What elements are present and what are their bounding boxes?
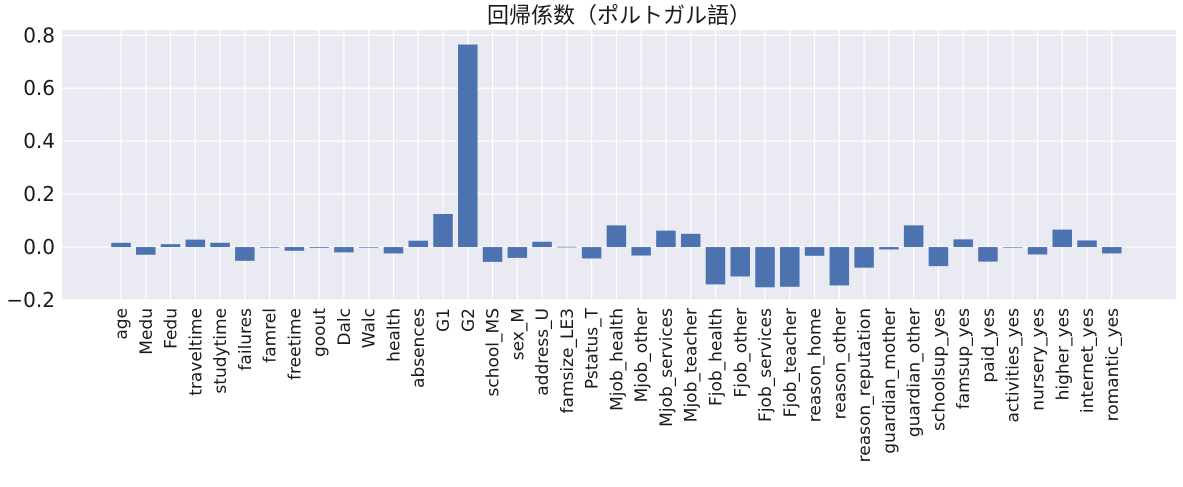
bar-Pstatus_T (581, 247, 602, 259)
bar-famsize_LE3 (557, 246, 577, 248)
bar-Fjob_health (705, 247, 726, 285)
x-tick-label-Mjob_services: Mjob_services (657, 308, 677, 427)
bar-activities_yes (1002, 247, 1023, 248)
bar-sex_M (507, 247, 528, 258)
bar-romantic_yes (1102, 247, 1122, 254)
x-tick-label-internet_yes: internet_yes (1078, 308, 1098, 413)
bar-famrel (259, 247, 280, 248)
bar-goout (309, 247, 329, 248)
x-tick-label-famsup_yes: famsup_yes (954, 308, 974, 409)
bar-nursery_yes (1027, 247, 1048, 255)
x-tick-label-Fjob_health: Fjob_health (706, 308, 726, 406)
bar-Mjob_other (631, 247, 651, 256)
bar-age (111, 242, 131, 248)
bar-reason_home (804, 247, 825, 256)
x-tick-label-Fjob_other: Fjob_other (731, 308, 751, 397)
x-tick-label-Fjob_teacher: Fjob_teacher (781, 308, 801, 417)
x-tick-label-Mjob_health: Mjob_health (607, 308, 627, 411)
bars (111, 44, 1122, 288)
x-tick-label-age: age (112, 308, 132, 340)
x-tick-label-reason_home: reason_home (806, 308, 826, 422)
bar-guardian_other (903, 225, 924, 248)
x-tick-label-address_U: address_U (533, 308, 553, 396)
x-tick-label-absences: absences (409, 308, 429, 388)
y-tick-label: 0.4 (23, 129, 55, 153)
bar-G1 (433, 213, 453, 248)
x-tick-label-Walc: Walc (360, 308, 380, 348)
y-tick-label: −0.2 (6, 288, 55, 312)
bar-studytime (210, 242, 230, 248)
bar-Walc (358, 247, 379, 248)
x-tick-label-guardian_other: guardian_other (905, 308, 925, 437)
bar-health (383, 247, 404, 254)
x-tick-label-studytime: studytime (211, 308, 231, 394)
bar-Mjob_teacher (680, 233, 701, 248)
bar-guardian_mother (879, 247, 899, 250)
bar-paid_yes (978, 247, 998, 262)
x-tick-label-G2: G2 (459, 308, 479, 332)
bar-Mjob_services (656, 230, 676, 248)
x-tick-label-famsize_LE3: famsize_LE3 (558, 308, 578, 413)
bar-freetime (284, 247, 305, 251)
bar-failures (235, 247, 255, 261)
x-tick-label-G1: G1 (434, 308, 454, 332)
x-tick-label-Dalc: Dalc (335, 308, 355, 346)
x-tick-label-freetime: freetime (285, 308, 305, 380)
x-tick-label-failures: failures (236, 308, 256, 371)
x-tick-label-romantic_yes: romantic_yes (1103, 308, 1123, 422)
bar-traveltime (185, 239, 206, 248)
chart-title: 回帰係数（ポルトガル語） (487, 4, 751, 29)
bar-Fedu (160, 244, 181, 248)
bar-higher_yes (1052, 229, 1073, 248)
bar-school_MS (482, 247, 503, 262)
x-tick-label-Mjob_other: Mjob_other (632, 308, 652, 402)
bar-famsup_yes (953, 239, 973, 248)
bar-Dalc (334, 247, 354, 253)
bar-Fjob_other (730, 247, 750, 277)
bar-address_U (532, 241, 552, 248)
x-tick-label-Medu: Medu (137, 308, 157, 355)
x-tick-label-traveltime: traveltime (186, 308, 206, 396)
y-tick-label: 0.2 (23, 182, 55, 206)
x-tick-label-higher_yes: higher_yes (1053, 308, 1073, 401)
bar-Fjob_services (755, 247, 775, 288)
x-tick-label-nursery_yes: nursery_yes (1028, 308, 1048, 411)
x-tick-label-Fjob_services: Fjob_services (756, 308, 776, 422)
bar-schoolsup_yes (928, 247, 949, 267)
bar-Fjob_teacher (780, 247, 800, 287)
x-gridlines (120, 30, 1113, 300)
x-tick-label-activities_yes: activities_yes (1004, 308, 1024, 423)
bar-G2 (458, 44, 478, 248)
bar-absences (408, 240, 428, 248)
bar-reason_other (829, 247, 850, 286)
bar-internet_yes (1077, 240, 1097, 248)
y-tick-labels: −0.2 0.0 0.2 0.4 0.6 0.8 (6, 23, 55, 312)
x-tick-label-reason_other: reason_other (830, 308, 850, 419)
x-tick-label-reason_reputation: reason_reputation (855, 308, 875, 462)
x-tick-labels: age Medu Fedu traveltime studytime failures fa… (112, 307, 1123, 462)
x-tick-label-sex_M: sex_M (508, 308, 528, 360)
plot-area (62, 30, 1176, 300)
y-tick-label: 0.0 (23, 235, 55, 259)
bar-reason_reputation (854, 247, 874, 268)
y-tick-label: 0.6 (23, 76, 55, 100)
x-tick-label-Fedu: Fedu (162, 308, 182, 349)
x-tick-label-famrel: famrel (261, 308, 281, 363)
x-tick-label-schoolsup_yes: schoolsup_yes (929, 308, 949, 431)
x-tick-label-health: health (384, 308, 404, 362)
y-tick-label: 0.8 (23, 23, 55, 47)
x-tick-label-guardian_mother: guardian_mother (880, 308, 900, 454)
x-tick-label-Pstatus_T: Pstatus_T (583, 307, 603, 389)
x-tick-label-paid_yes: paid_yes (979, 308, 999, 383)
x-tick-label-Mjob_teacher: Mjob_teacher (682, 308, 702, 422)
bar-Medu (136, 247, 156, 255)
x-tick-label-school_MS: school_MS (484, 308, 504, 396)
x-tick-label-goout: goout (310, 308, 330, 357)
bar-Mjob_health (606, 225, 627, 248)
